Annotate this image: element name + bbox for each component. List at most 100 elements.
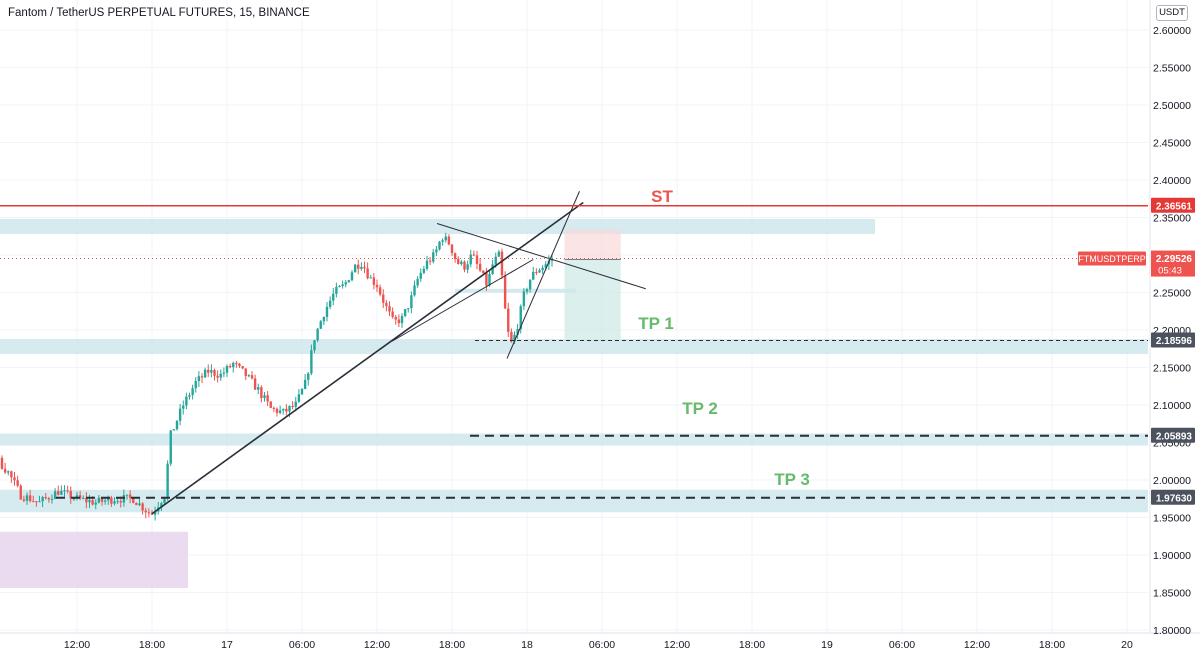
trendline-mid-support (392, 260, 533, 342)
candle-body (535, 272, 537, 273)
candle-body (273, 408, 275, 409)
candle-body (51, 499, 53, 500)
candle-body (479, 264, 481, 271)
candle-body (463, 262, 465, 270)
candle-body (388, 306, 390, 311)
candle-body (98, 498, 100, 503)
candle-body (429, 261, 431, 262)
candle-body (454, 253, 456, 259)
candle-body (141, 503, 143, 510)
candle-body (88, 500, 90, 502)
candle-body (407, 308, 409, 309)
price-tick-label: 1.80000 (1153, 625, 1191, 637)
candle-body (148, 512, 150, 513)
candle-body (416, 279, 418, 286)
time-tick-label: 19 (821, 639, 833, 651)
candle-body (26, 495, 28, 500)
current-price-value: 2.29526 (1156, 254, 1193, 265)
candle-body (123, 495, 125, 503)
candle-body (363, 267, 365, 268)
candle-body (95, 503, 97, 505)
candle-body (188, 395, 190, 397)
candle-body (426, 261, 428, 269)
candle-body (466, 264, 468, 269)
candle-body (413, 285, 415, 295)
candle-body (213, 370, 215, 376)
time-tick-label: 20 (1121, 639, 1133, 651)
time-tick-label: 18:00 (1039, 639, 1065, 651)
candle-body (332, 294, 334, 301)
candle-body (198, 376, 200, 381)
candle-body (182, 406, 184, 409)
candle-body (276, 409, 278, 413)
candle-body (10, 471, 12, 477)
candle-body (201, 376, 203, 377)
time-tick-label: 12:00 (664, 639, 690, 651)
candle-body (285, 409, 287, 412)
stop-price-tag-text: 2.36561 (1156, 201, 1193, 212)
candle-body (166, 464, 168, 498)
candle-body (104, 500, 106, 501)
time-tick-label: 06:00 (889, 639, 915, 651)
candle-body (257, 387, 259, 390)
candle-body (263, 395, 265, 398)
zone-tp2 (0, 434, 1148, 446)
candle-body (191, 388, 193, 395)
candle-body (532, 272, 534, 280)
price-tick-label: 2.45000 (1153, 138, 1191, 150)
candle-body (226, 366, 228, 373)
stop-label: ST (651, 187, 673, 206)
candle-body (270, 402, 272, 408)
candle-body (354, 265, 356, 273)
candle-body (295, 402, 297, 407)
candle-body (488, 274, 490, 285)
price-tick-label: 2.60000 (1153, 25, 1191, 37)
candle-body (470, 255, 472, 265)
time-tick-label: 17 (221, 639, 233, 651)
candle-body (266, 395, 268, 401)
candle-body (438, 242, 440, 250)
candle-body (501, 252, 503, 276)
candle-body (113, 501, 115, 503)
ticker-tag-text: FTMUSDTPERP (1078, 254, 1146, 264)
candle-body (54, 491, 56, 499)
candle-body (341, 284, 343, 286)
candle-body (116, 501, 118, 502)
candle-body (457, 259, 459, 264)
candle-body (179, 409, 181, 421)
candle-body (138, 503, 140, 505)
candle-body (376, 285, 378, 287)
position-stop-area (565, 230, 621, 260)
zone-purple (0, 532, 188, 588)
tp3-price-tag-text: 1.97630 (1156, 493, 1193, 504)
candle-body (135, 503, 137, 505)
candle-body (460, 262, 462, 264)
candle-body (60, 491, 62, 495)
tp2-price-tag-text: 2.05893 (1156, 431, 1193, 442)
time-tick-label: 06:00 (589, 639, 615, 651)
candle-body (176, 421, 178, 429)
candle-body (251, 375, 253, 378)
candle-body (498, 252, 500, 257)
candle-body (220, 374, 222, 378)
candle-body (379, 287, 381, 294)
candle-body (129, 495, 131, 498)
time-tick-label: 06:00 (289, 639, 315, 651)
candle-body (529, 280, 531, 290)
position-tool (565, 230, 621, 342)
candle-body (241, 366, 243, 368)
currency-badge[interactable]: USDT (1156, 5, 1188, 21)
tp2-label: TP 2 (682, 399, 718, 418)
candle-body (41, 497, 43, 501)
candle-body (357, 265, 359, 269)
candle-body (504, 275, 506, 308)
zone-mid (455, 289, 576, 293)
candle-body (538, 270, 540, 272)
candle-body (248, 375, 250, 376)
candle-body (382, 294, 384, 302)
tp1-price-tag-text: 2.18596 (1156, 336, 1193, 347)
candle-body (335, 287, 337, 294)
candle-body (223, 373, 225, 374)
